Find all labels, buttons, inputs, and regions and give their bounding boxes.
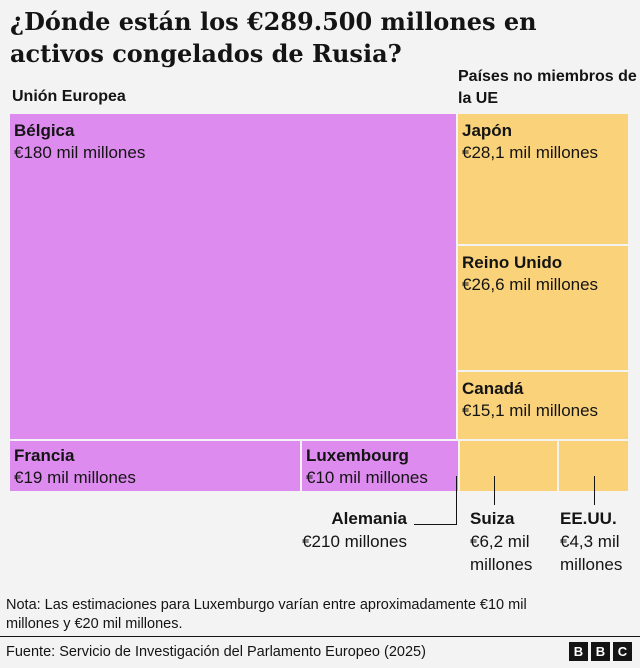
callout-suiza-value-line2: millones (470, 555, 533, 574)
callout-suiza-name: Suiza (470, 509, 515, 528)
tile-eeuu (559, 441, 628, 491)
tile-reino-unido: Reino Unido €26,6 mil millones (458, 246, 628, 370)
callout-alemania-value: €210 millones (302, 532, 407, 551)
tile-label-luxembourg: Luxembourg (306, 446, 409, 465)
bbc-logo-letter: B (591, 642, 610, 661)
callout-alemania: Alemania €210 millones (260, 507, 407, 553)
bbc-logo-letter: B (569, 642, 588, 661)
callout-eeuu-value-line1: €4,3 mil (560, 532, 620, 551)
tile-value-luxembourg: €10 mil millones (306, 468, 428, 487)
tile-value-canada: €15,1 mil millones (462, 401, 599, 420)
tile-alemania (456, 441, 458, 491)
leader-line-eeuu (594, 476, 595, 505)
callout-suiza: Suiza €6,2 mil millones (470, 507, 560, 576)
tile-belgica: Bélgica €180 mil millones (10, 114, 456, 439)
group-label-eu: Unión Europea (12, 88, 126, 105)
bbc-logo-letter: C (613, 642, 632, 661)
tile-luxembourg: Luxembourg €10 mil millones (302, 441, 456, 491)
leader-line-alemania-vertical (456, 476, 457, 525)
group-label-non-eu: Países no miembros de la UE (458, 68, 637, 107)
tile-suiza (460, 441, 557, 491)
tile-value-reino-unido: €26,6 mil millones (462, 275, 599, 294)
tile-value-francia: €19 mil millones (14, 468, 136, 487)
tile-label-canada: Canadá (462, 379, 524, 398)
callout-eeuu: EE.UU. €4,3 mil millones (560, 507, 640, 576)
tile-label-japon: Japón (462, 121, 513, 140)
tile-canada: Canadá €15,1 mil millones (458, 372, 628, 439)
callout-eeuu-value-line2: millones (560, 555, 623, 574)
tile-japon: Japón €28,1 mil millones (458, 114, 628, 244)
footnote: Nota: Las estimaciones para Luxemburgo v… (6, 597, 527, 632)
tile-label-reino-unido: Reino Unido (462, 253, 563, 272)
tile-label-francia: Francia (14, 446, 75, 465)
tile-value-japon: €28,1 mil millones (462, 143, 599, 162)
callout-suiza-value-line1: €6,2 mil (470, 532, 530, 551)
tile-label-belgica: Bélgica (14, 121, 75, 140)
tile-value-belgica: €180 mil millones (14, 143, 146, 162)
leader-line-suiza (494, 476, 495, 505)
tile-francia: Francia €19 mil millones (10, 441, 300, 491)
callout-alemania-name: Alemania (331, 509, 407, 528)
callout-eeuu-name: EE.UU. (560, 509, 617, 528)
source-text: Fuente: Servicio de Investigación del Pa… (6, 644, 426, 660)
footer-divider (0, 636, 640, 637)
bbc-logo: B B C (569, 642, 632, 661)
chart-title: ¿Dónde están los €289.500 millones en ac… (10, 7, 537, 68)
leader-line-alemania-horizontal (414, 524, 457, 525)
